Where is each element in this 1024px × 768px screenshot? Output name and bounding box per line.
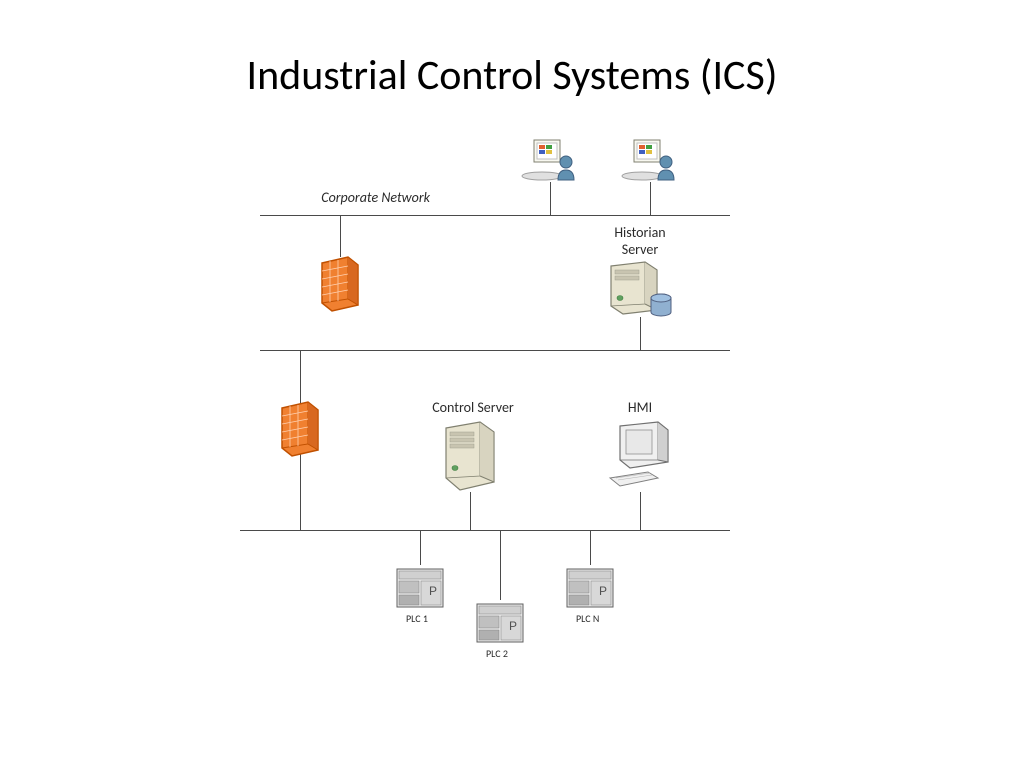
plc-icon: P (395, 565, 445, 611)
svg-text:P: P (509, 619, 517, 633)
conn-plc2 (500, 530, 501, 600)
workstation-icon (520, 138, 580, 186)
svg-text:P: P (429, 584, 437, 598)
hmi-icon (606, 420, 676, 494)
conn-ws1 (550, 182, 551, 215)
corporate-network-label: Corporate Network (260, 190, 430, 207)
historian-label: Historian Server (600, 225, 680, 259)
server-db-icon (605, 258, 675, 320)
conn-plc1 (420, 530, 421, 565)
conn-control (470, 492, 471, 530)
plc2-label: PLC 2 (486, 647, 508, 660)
conn-fw1 (340, 215, 341, 257)
net-line-1 (260, 215, 730, 216)
conn-ws2 (650, 182, 651, 215)
conn-historian (640, 317, 641, 350)
firewall-icon (318, 255, 362, 313)
conn-plcn (590, 530, 591, 565)
conn-hmi (640, 492, 641, 530)
svg-text:P: P (599, 584, 607, 598)
plc-icon: P (565, 565, 615, 611)
network-diagram: Corporate Network Historian Server Contr… (200, 120, 800, 720)
plcn-label: PLC N (576, 612, 599, 625)
page-title: Industrial Control Systems (ICS) (0, 50, 1024, 101)
net-line-3 (240, 530, 730, 531)
workstation-icon (620, 138, 680, 186)
plc-icon: P (475, 600, 525, 646)
hmi-label: HMI (620, 400, 660, 417)
server-icon (440, 418, 500, 494)
plc1-label: PLC 1 (406, 612, 428, 625)
firewall-icon (278, 400, 322, 458)
control-server-label: Control Server (418, 400, 528, 417)
net-line-2 (260, 350, 730, 351)
